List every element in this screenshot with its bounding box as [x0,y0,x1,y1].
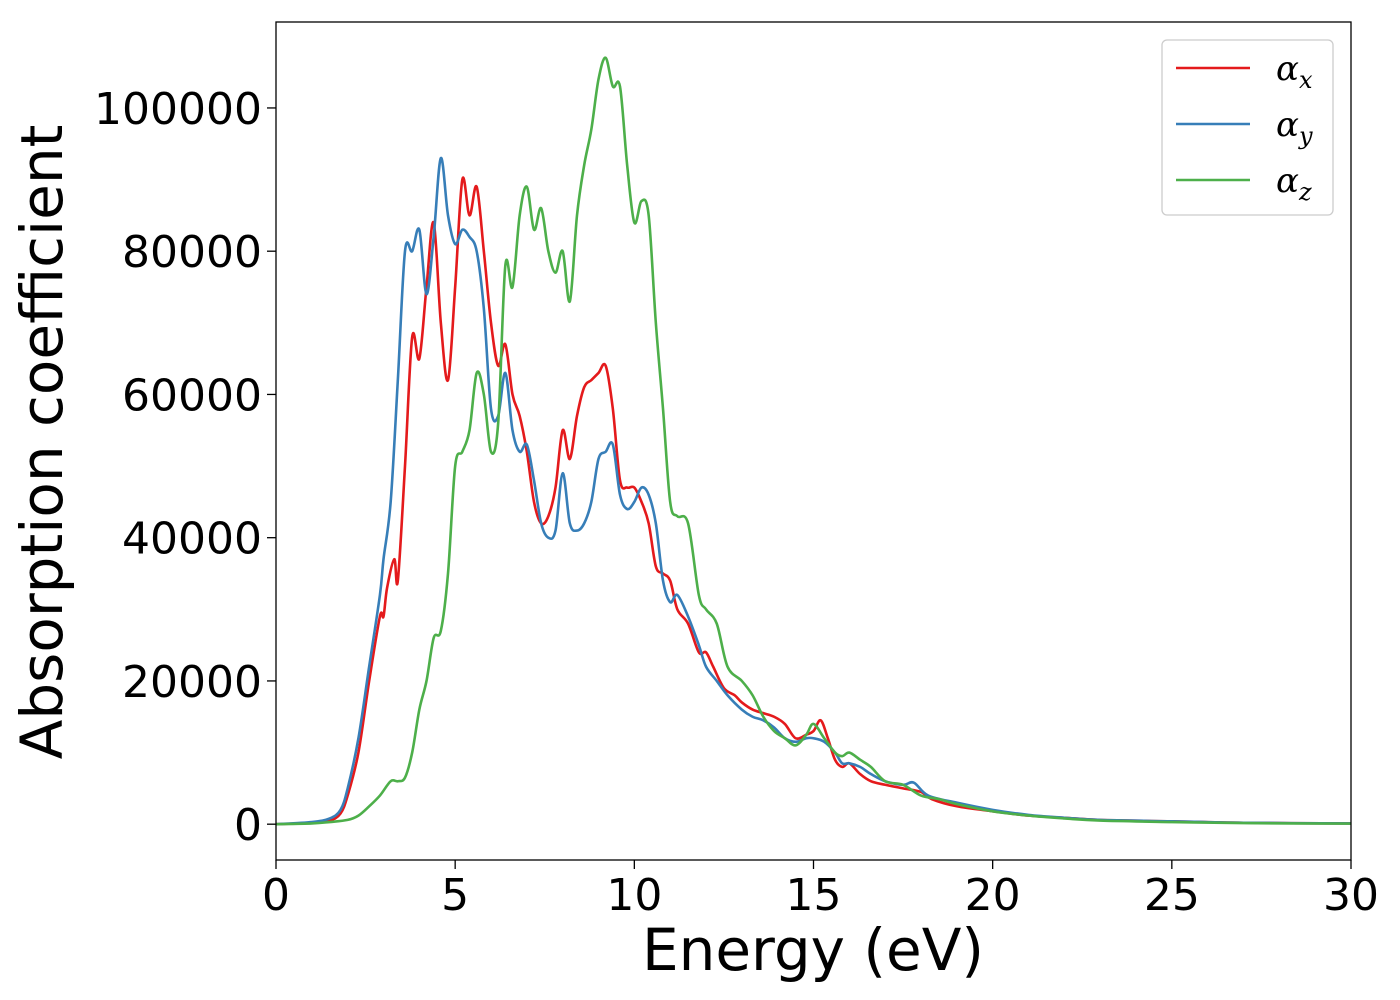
series-group [276,56,1351,826]
legend: αx αy αz [1161,39,1334,216]
axes: 0 5 10 15 20 25 30 0 20000 40000 60000 80000 100000 [94,21,1379,921]
y-tick-label: 0 [234,800,262,851]
series-line-y [276,156,1351,826]
legend-label-y: αy [1276,105,1313,150]
x-axis-title: Energy (eV) [642,916,984,984]
y-tick-label: 80000 [122,227,262,278]
legend-box [1161,39,1334,216]
y-tick-label: 60000 [122,370,262,421]
y-tick-label: 100000 [94,84,262,135]
series-line-z [276,56,1351,826]
legend-label-z: αz [1276,161,1312,206]
y-tick-label: 20000 [122,657,262,708]
x-tick-label: 30 [1323,870,1379,921]
x-tick-label: 0 [262,870,290,921]
x-tick-label: 20 [965,870,1021,921]
y-axis-title: Absorption coefficient [8,125,76,760]
plot-area [276,56,1351,826]
y-tick-label: 40000 [122,514,262,565]
x-tick-label: 10 [606,870,662,921]
x-tick-label: 5 [441,870,469,921]
legend-label-x: αx [1276,49,1313,94]
x-tick-label: 15 [786,870,842,921]
x-tick-label: 25 [1144,870,1200,921]
